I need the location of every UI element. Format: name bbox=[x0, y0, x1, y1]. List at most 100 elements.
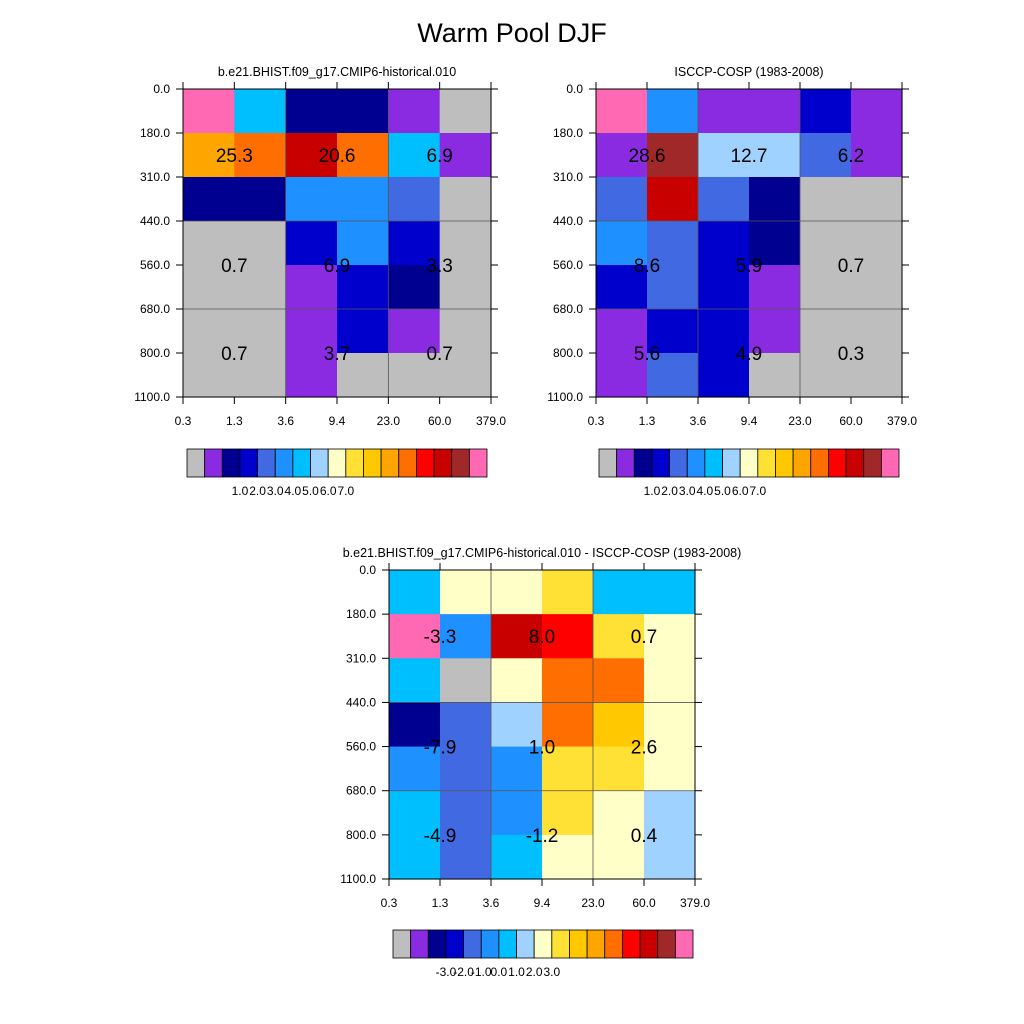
heatmap-cell bbox=[337, 89, 389, 134]
heatmap-cell bbox=[596, 221, 648, 266]
figure-title: Warm Pool DJF bbox=[417, 18, 607, 48]
x-tick-label: 379.0 bbox=[680, 896, 710, 910]
heatmap-cell bbox=[491, 790, 543, 836]
heatmap-cell bbox=[698, 221, 750, 266]
heatmap-cell bbox=[647, 133, 699, 178]
summary-value: 20.6 bbox=[319, 146, 356, 167]
y-tick-label: 800.0 bbox=[553, 346, 583, 360]
heatmap-cell bbox=[593, 614, 645, 659]
heatmap-cell bbox=[644, 658, 696, 704]
colorbar-swatch bbox=[657, 929, 676, 959]
colorbar-swatch bbox=[451, 448, 470, 478]
heatmap-cell bbox=[491, 746, 543, 792]
heatmap-cell bbox=[388, 353, 441, 398]
x-tick-label: 60.0 bbox=[839, 414, 863, 428]
colorbar-swatch bbox=[533, 929, 553, 959]
colorbar-label: 2.0 bbox=[661, 484, 678, 498]
x-tick-label: 60.0 bbox=[428, 414, 452, 428]
heatmap-cell bbox=[698, 353, 750, 398]
heatmap-cell bbox=[698, 309, 750, 354]
heatmap-cell bbox=[851, 221, 903, 266]
heatmap-cell bbox=[644, 746, 696, 792]
heatmap-cell bbox=[285, 309, 338, 354]
heatmap-cell bbox=[439, 309, 492, 354]
heatmap-cell bbox=[491, 570, 543, 615]
heatmap-cell bbox=[647, 265, 699, 310]
summary-value: 3.3 bbox=[426, 256, 452, 277]
heatmap-cell bbox=[337, 353, 389, 398]
colorbar-label: -1.0 bbox=[471, 965, 492, 979]
summary-value: 4.9 bbox=[736, 344, 762, 365]
heatmap-cell bbox=[389, 702, 441, 748]
heatmap-cell bbox=[285, 89, 338, 134]
heatmap-cell bbox=[491, 834, 543, 880]
panel-3: 0.3 1.3 3.6 9.4 23.0 60.0 379.0 0.0 180.0 310.0 44… bbox=[340, 546, 741, 979]
colorbar-label: 7.0 bbox=[749, 484, 766, 498]
y-tick-label: 310.0 bbox=[140, 170, 170, 184]
heatmap-cell bbox=[183, 133, 235, 178]
heatmap-cell bbox=[596, 177, 648, 222]
heatmap-cell bbox=[388, 89, 441, 134]
summary-value: 8.6 bbox=[634, 256, 660, 277]
y-tick-label: 0.0 bbox=[359, 563, 376, 577]
x-tick-label: 9.4 bbox=[329, 414, 346, 428]
heatmap-cell bbox=[593, 834, 645, 880]
colorbar-swatch bbox=[604, 929, 623, 959]
heatmap-cell bbox=[851, 265, 903, 310]
x-tick-label: 379.0 bbox=[476, 414, 506, 428]
summary-value: 0.7 bbox=[221, 344, 247, 365]
heatmap-cell bbox=[234, 221, 287, 266]
colorbar-label: 0.0 bbox=[491, 965, 508, 979]
heatmap-cell bbox=[389, 790, 441, 836]
x-tick-label: 1.3 bbox=[432, 896, 449, 910]
colorbar-swatch bbox=[239, 448, 258, 478]
heatmap-cell bbox=[234, 309, 287, 354]
summary-value: 0.7 bbox=[838, 256, 864, 277]
colorbar-swatch bbox=[204, 448, 223, 478]
heatmap-cell bbox=[389, 570, 441, 615]
colorbar-swatch bbox=[257, 448, 276, 478]
colorbar-swatch bbox=[551, 929, 570, 959]
y-tick-label: 1100.0 bbox=[134, 390, 170, 404]
heatmap-cell bbox=[647, 353, 699, 398]
colorbar-swatch bbox=[674, 929, 694, 959]
colorbar-label: 5.0 bbox=[302, 484, 319, 498]
colorbar-swatch bbox=[845, 448, 865, 478]
colorbar-swatch bbox=[463, 929, 482, 959]
colorbar-swatch bbox=[427, 929, 447, 959]
heatmap-cell bbox=[542, 702, 594, 748]
heatmap-cell bbox=[491, 702, 543, 748]
colorbar-swatch bbox=[221, 448, 241, 478]
colorbar-swatch bbox=[480, 929, 500, 959]
heatmap-cell bbox=[388, 177, 441, 222]
colorbar: -3.0-2.0-1.00.0 1.0 2.0 3.0 bbox=[392, 929, 694, 979]
heatmap-cell bbox=[388, 265, 441, 310]
summary-value: 0.3 bbox=[838, 344, 864, 365]
colorbar-swatch bbox=[828, 448, 847, 478]
heatmap-cell bbox=[593, 790, 645, 836]
panel-1: 0.3 1.3 3.6 9.4 23.0 60.0 379.0 0.0 180.0 310.0 44… bbox=[134, 65, 506, 498]
colorbar-label: 1.0 bbox=[232, 484, 249, 498]
heatmap-cell bbox=[183, 89, 235, 134]
heatmap-cell bbox=[542, 658, 594, 704]
colorbar-label: 2.0 bbox=[526, 965, 543, 979]
heatmap-cell bbox=[234, 265, 287, 310]
heatmap-cell bbox=[851, 89, 903, 134]
heatmap-cell bbox=[234, 177, 287, 222]
colorbar-swatch bbox=[704, 448, 723, 478]
colorbar-swatch bbox=[410, 929, 429, 959]
x-tick-label: 3.6 bbox=[277, 414, 294, 428]
summary-value: 2.6 bbox=[631, 738, 657, 759]
colorbar-swatch bbox=[669, 448, 688, 478]
x-tick-label: 9.4 bbox=[534, 896, 551, 910]
heatmap-cell bbox=[440, 790, 492, 836]
heatmap-cell bbox=[749, 221, 801, 266]
colorbar-swatch bbox=[633, 448, 653, 478]
heatmap-cell bbox=[644, 790, 696, 836]
colorbar-label: 6.0 bbox=[732, 484, 749, 498]
colorbar-swatch bbox=[310, 448, 329, 478]
heatmap-cell bbox=[440, 746, 492, 792]
heatmap-cell bbox=[749, 89, 801, 134]
heatmap-cell bbox=[698, 89, 750, 134]
